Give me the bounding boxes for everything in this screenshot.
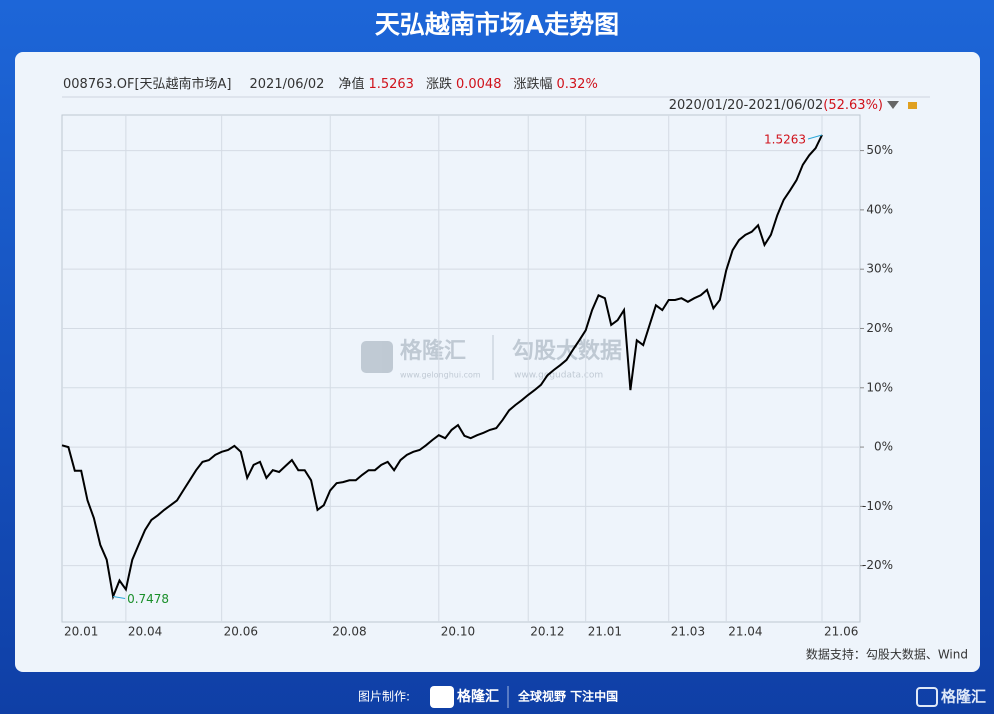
x-tick-label: 21.06 — [824, 625, 858, 639]
annotation-min: 0.7478 — [127, 592, 169, 606]
range-line: 2020/01/20-2021/06/02(52.63%) — [669, 98, 883, 113]
header-pct-label: 涨跌幅 — [513, 76, 552, 92]
header-nav: 1.5263 — [368, 77, 414, 92]
x-tick-label: 20.08 — [332, 625, 366, 639]
y-tick-label: 20% — [866, 321, 893, 335]
x-tick-label: 20.04 — [128, 625, 162, 639]
x-tick-label: 21.01 — [588, 625, 622, 639]
line — [61, 134, 823, 601]
y-tick-label: 0% — [874, 440, 893, 454]
watermark-data-url: www.gogudata.com — [514, 371, 603, 381]
x-tick-label: 20.10 — [441, 625, 475, 639]
header-change: 0.0048 — [456, 77, 502, 92]
y-tick-label: 10% — [866, 380, 893, 394]
x-tick-label: 20.01 — [64, 625, 98, 639]
header-nav-label: 净值 — [338, 76, 364, 92]
y-tick-label: -20% — [862, 558, 893, 572]
header-line: 008763.OF[天弘越南市场A] 2021/06/02 净值 1.5263 涨跌 0.… — [63, 76, 598, 92]
header-code: 008763.OF[天弘越南市场A] — [63, 76, 232, 92]
chart-title: 天弘越南市场A走势图 — [375, 10, 619, 39]
header-pct: 0.32% — [557, 77, 598, 92]
header: 008763.OF[天弘越南市场A] 2021/06/02 净值 1.5263 涨跌 0.… — [63, 76, 883, 113]
footer-brand: 格隆汇 — [457, 688, 499, 705]
header-date: 2021/06/02 — [250, 77, 325, 92]
annotation-arrow — [113, 596, 126, 599]
source: 数据支持：勾股大数据、Wind — [806, 647, 968, 662]
corner-logo — [916, 687, 938, 707]
corner-brand: 格隆汇 — [941, 688, 986, 706]
footer-made-by: 图片制作: — [358, 690, 410, 704]
x-tick-label: 21.04 — [728, 625, 762, 639]
watermark-logo — [361, 341, 393, 373]
lock-icon — [908, 102, 917, 109]
plot: -20% -10% 0% 10% 20% 30% 40% 50% 20.01 20.04 20.06… — [61, 115, 893, 639]
dropdown-icon — [887, 101, 899, 109]
header-change-label: 涨跌 — [426, 76, 452, 92]
y-tick-label: 30% — [866, 262, 893, 276]
range-dates: 2020/01/20-2021/06/02 — [669, 98, 824, 113]
watermark-url: www.gelonghui.com — [400, 371, 481, 380]
y-tick-label: 50% — [866, 143, 893, 157]
watermark: 格隆汇www.gelonghui.com勾股大数据www.gogudata.co… — [361, 335, 622, 381]
plot-frame — [61, 114, 861, 623]
x-tick-label: 21.03 — [671, 625, 705, 639]
x-tick-label: 20.12 — [530, 625, 564, 639]
x-tick-label: 20.06 — [224, 625, 258, 639]
panel — [15, 52, 980, 672]
y-tick-label: -10% — [862, 499, 893, 513]
y-tick-label: 40% — [866, 202, 893, 216]
footer-slogan: 全球视野 下注中国 — [517, 689, 618, 704]
watermark-brand: 格隆汇 — [400, 338, 466, 364]
range-pct: (52.63%) — [823, 98, 883, 113]
footer-logo — [430, 686, 454, 708]
annotation-arrow — [807, 134, 823, 140]
annotation-max: 1.5263 — [764, 132, 806, 146]
